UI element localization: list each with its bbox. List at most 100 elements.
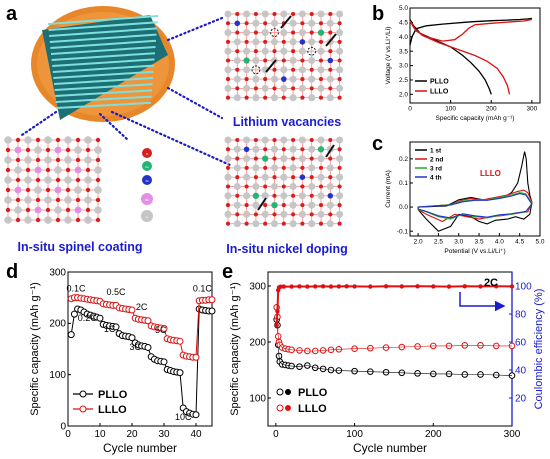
atom xyxy=(44,196,52,204)
arrow-mark xyxy=(257,197,267,211)
arrow-mark xyxy=(325,144,335,158)
atom xyxy=(326,94,334,102)
legend-nickel-atom xyxy=(142,175,152,185)
atom xyxy=(289,19,297,27)
atom xyxy=(337,221,342,226)
x-tick-label: 30 xyxy=(158,429,170,440)
chart-b-charge-discharge: 0 100 200 300 2.0 2.5 3.0 3.5 4.0 4.5 5.0 Specific … xyxy=(385,5,541,122)
atom xyxy=(262,155,269,162)
legend-oxygen-label: O xyxy=(146,152,149,156)
atom xyxy=(270,145,279,153)
atom xyxy=(44,136,52,144)
atom xyxy=(85,147,91,153)
atom xyxy=(289,75,297,83)
atom xyxy=(270,19,279,27)
legend-lithium-atom xyxy=(141,210,153,222)
atom xyxy=(326,164,334,172)
atom xyxy=(309,11,314,17)
y-tick-label: 300 xyxy=(49,267,66,278)
atom xyxy=(261,84,269,92)
layer-stripe xyxy=(56,101,152,109)
atom xyxy=(15,177,21,183)
layer-stripe xyxy=(50,39,157,49)
atom xyxy=(243,173,251,181)
x-tick-label: 40 xyxy=(190,429,202,440)
atom xyxy=(244,77,249,82)
atom xyxy=(24,136,32,144)
atom xyxy=(45,167,51,173)
legend-marker xyxy=(276,404,284,412)
rate-label: 5C xyxy=(155,325,167,335)
atom xyxy=(65,207,71,213)
atom xyxy=(291,67,296,72)
data-point-PLLO xyxy=(67,331,75,339)
atom xyxy=(263,58,268,63)
atom xyxy=(328,212,333,217)
atom xyxy=(261,10,269,18)
y-tick-label: 0.2 xyxy=(399,156,408,163)
atom xyxy=(309,212,314,217)
atom xyxy=(308,19,316,27)
data-point-PLLO xyxy=(160,358,168,366)
y2-tick-label: 80 xyxy=(515,310,527,321)
atom xyxy=(84,216,92,224)
legend-label: PLLO xyxy=(298,387,328,399)
layer-stripe xyxy=(52,64,155,73)
atom xyxy=(55,177,61,183)
atom xyxy=(261,192,269,200)
layer-stripes xyxy=(47,15,159,109)
x-tick-label: 4.0 xyxy=(495,239,504,246)
atom xyxy=(84,196,92,204)
atom xyxy=(94,186,102,194)
atom xyxy=(270,94,279,102)
data-point-LLLO xyxy=(144,317,152,325)
dotted-line xyxy=(166,16,224,42)
legend-marker-filled xyxy=(285,405,291,411)
atom xyxy=(35,177,41,183)
atom xyxy=(289,220,297,228)
atom xyxy=(75,197,81,203)
atom xyxy=(253,156,258,161)
atom xyxy=(4,176,12,184)
plot-frame xyxy=(409,141,541,237)
atom xyxy=(5,187,11,193)
legend-oxygen-atom xyxy=(142,148,152,158)
atom xyxy=(298,47,306,55)
legend-lithium-label: Li xyxy=(146,215,149,219)
atom xyxy=(252,182,260,191)
atom xyxy=(281,184,286,189)
atom xyxy=(326,19,334,27)
atom xyxy=(234,20,241,27)
atom xyxy=(35,157,41,163)
atom xyxy=(298,10,306,18)
atom xyxy=(326,201,334,209)
x-axis-label: Potential (V vs.Li/Li⁺) xyxy=(444,248,505,255)
atom xyxy=(308,75,316,83)
rate-label: 10C xyxy=(175,412,192,422)
atom xyxy=(337,21,342,26)
atom xyxy=(252,192,260,199)
atom xyxy=(328,137,333,143)
atom xyxy=(44,176,52,184)
caption-nickel-doping: In-situ nickel doping xyxy=(226,242,348,256)
atom xyxy=(309,175,314,180)
y-tick-label: 2.5 xyxy=(399,77,408,84)
atom xyxy=(224,66,232,74)
atom xyxy=(289,164,297,172)
atom xyxy=(224,136,232,144)
atom xyxy=(263,39,268,44)
atom xyxy=(253,11,258,17)
atom xyxy=(309,86,314,91)
atom xyxy=(253,212,258,217)
atom xyxy=(270,182,279,191)
atom xyxy=(272,156,277,161)
x-tick-label: 5.0 xyxy=(535,239,544,246)
panel-letter-c: c xyxy=(372,133,383,155)
atom xyxy=(34,146,42,154)
atom xyxy=(318,221,324,226)
atom xyxy=(337,203,342,208)
vacancy-site xyxy=(307,46,317,56)
atom xyxy=(327,57,334,64)
atom xyxy=(225,221,231,226)
atom xyxy=(235,137,240,143)
